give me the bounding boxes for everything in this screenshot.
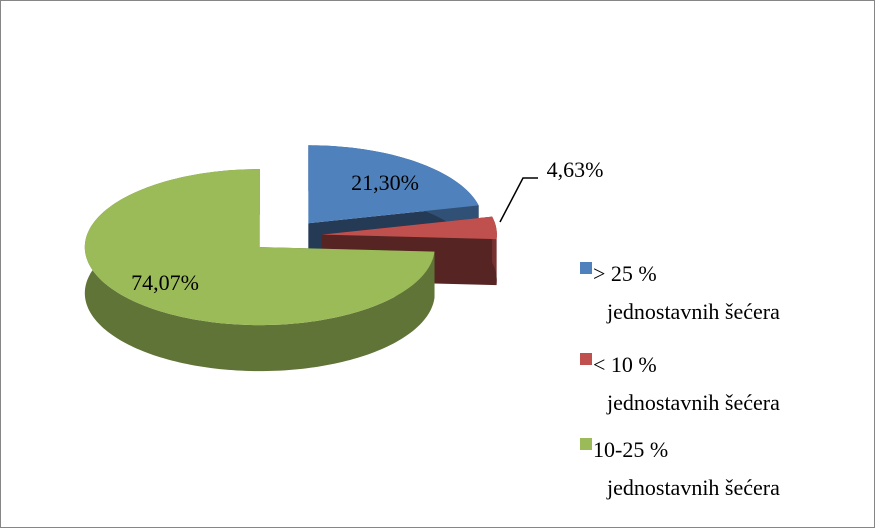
legend-swatch [580,353,592,365]
legend-label: 10-25 % jednostavnih šećera [593,437,780,500]
legend-swatch [580,262,592,274]
slice [84,169,435,326]
data-label: 21,30% [351,170,419,195]
legend-entry: < 10 % jednostavnih šećera [580,352,780,415]
legend-label: > 25 % jednostavnih šećera [593,261,780,324]
pie-tops [84,145,497,326]
legend-swatch [580,438,592,450]
leader-line [499,177,538,223]
data-labels: 21,30% 4,63% 74,07% [131,157,603,295]
legend: > 25 % jednostavnih šećera < 10 % jednost… [580,261,780,500]
slice [321,216,497,240]
slice [308,145,479,224]
legend-entry: 10-25 % jednostavnih šećera [580,437,780,500]
data-label: 4,63% [547,157,604,182]
data-label: 74,07% [131,270,199,295]
legend-label: < 10 % jednostavnih šećera [593,352,780,415]
legend-entry: > 25 % jednostavnih šećera [580,261,780,324]
